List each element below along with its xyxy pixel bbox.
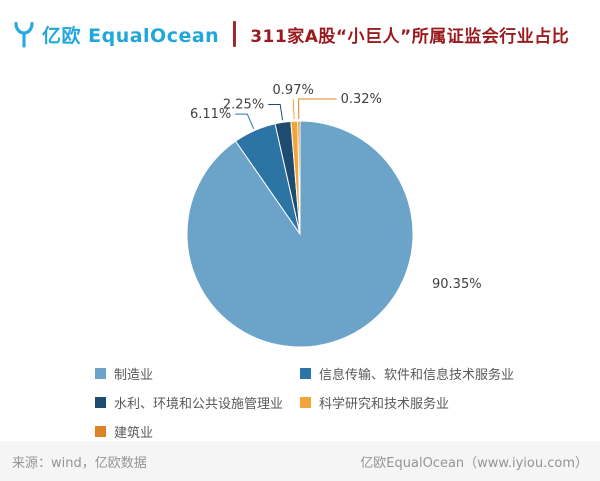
legend-item: 信息传输、软件和信息技术服务业 [300,364,600,383]
legend-swatch [95,397,106,408]
legend-label: 信息传输、软件和信息技术服务业 [319,368,515,383]
chart-legend: 制造业 信息传输、软件和信息技术服务业水利、环境和公共设施管理业 科学研究和技术服务… [95,364,600,441]
label-leader-line [235,113,255,129]
legend-swatch [95,426,106,437]
brand-logo-icon [12,20,36,48]
slice-label: 2.25% [223,98,264,113]
legend-swatch [300,368,311,379]
legend-label: 科学研究和技术服务业 [319,397,450,412]
legend-label: 水利、环境和公共设施管理业 [114,397,284,412]
chart-area: 90.35% 6.11% 2.25% 0.97% 0.32% 制造业 信息传输、软件和信息… [0,60,600,441]
label-leader-line [268,104,284,121]
brand-name: 亿欧 EqualOcean [42,24,220,47]
header: 亿欧 EqualOcean 311家A股“小巨人”所属证监会行业占比 [0,0,600,60]
legend-item: 建筑业 [95,422,300,441]
label-leader-line [298,98,337,120]
legend-item: 水利、环境和公共设施管理业 [95,393,300,412]
header-divider [233,21,237,47]
legend-swatch [300,397,311,408]
legend-label: 制造业 [114,368,154,383]
slice-label: 6.11% [190,107,231,122]
label-leader-line [292,99,295,120]
pie-slice [297,120,301,235]
legend-item: 科学研究和技术服务业 [300,393,600,412]
legend-swatch [95,368,106,379]
legend-label: 建筑业 [114,426,154,441]
brand-credit: 亿欧EqualOcean（www.iyiou.com） [360,455,588,471]
page-title: 311家A股“小巨人”所属证监会行业占比 [250,26,570,47]
slice-label: 0.97% [273,83,314,98]
slice-label: 90.35% [432,277,482,292]
slice-label: 0.32% [341,92,382,107]
pie-chart: 90.35% 6.11%2.25% 0.97% 0.32% [186,83,482,348]
footer: 来源：wind，亿欧数据 亿欧EqualOcean（www.iyiou.com） [0,441,600,481]
source-note: 来源：wind，亿欧数据 [12,455,147,471]
legend-item: 制造业 [95,364,300,383]
